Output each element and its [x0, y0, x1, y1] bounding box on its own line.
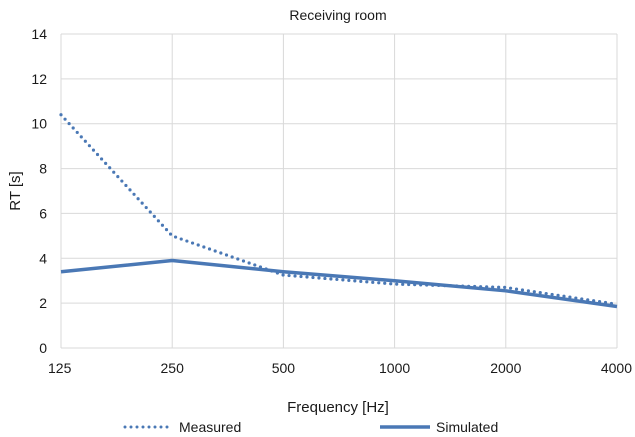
- y-tick-label: 8: [39, 161, 47, 177]
- y-tick-label: 2: [39, 295, 47, 311]
- y-tick-label: 12: [31, 71, 47, 87]
- y-tick-label: 10: [31, 116, 47, 132]
- x-tick-label: 250: [161, 360, 185, 376]
- x-tick-label: 500: [272, 360, 296, 376]
- series-line-simulated: [60, 258, 618, 309]
- x-tick-label: 2000: [490, 360, 521, 376]
- x-tick-label: 4000: [601, 360, 632, 376]
- y-tick-label: 0: [39, 340, 47, 356]
- chart-title: Receiving room: [289, 7, 386, 23]
- legend-label-measured: Measured: [179, 419, 241, 435]
- x-axis-title: Frequency [Hz]: [287, 399, 389, 416]
- x-tick-label: 1000: [379, 360, 410, 376]
- y-tick-label: 4: [39, 250, 47, 266]
- series-line-measured: [59, 113, 619, 306]
- legend: Measured Simulated: [123, 419, 498, 435]
- x-tick-label: 125: [48, 360, 72, 376]
- series-layer: [59, 113, 619, 309]
- x-tick-labels: 125 250 500 1000 2000 4000: [48, 360, 632, 376]
- legend-label-simulated: Simulated: [436, 419, 498, 435]
- y-tick-labels: 0 2 4 6 8 10 12 14: [31, 26, 47, 356]
- y-tick-label: 14: [31, 26, 47, 42]
- grid: [60, 33, 618, 349]
- y-tick-label: 6: [39, 205, 47, 221]
- y-axis-title: RT [s]: [7, 171, 24, 210]
